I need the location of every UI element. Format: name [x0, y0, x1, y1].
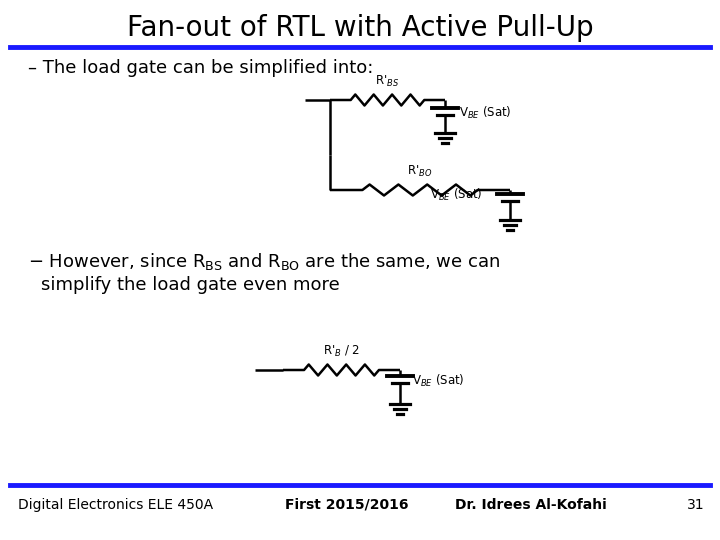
- Text: 31: 31: [688, 498, 705, 512]
- Text: V$_{BE}$ (Sat): V$_{BE}$ (Sat): [412, 373, 464, 389]
- Text: R'$_{BO}$: R'$_{BO}$: [408, 164, 433, 179]
- Text: $-$ However, since R$_{\mathregular{BS}}$ and R$_{\mathregular{BO}}$ are the sam: $-$ However, since R$_{\mathregular{BS}}…: [28, 252, 500, 273]
- Text: First 2015/2016: First 2015/2016: [285, 498, 408, 512]
- Text: Dr. Idrees Al-Kofahi: Dr. Idrees Al-Kofahi: [455, 498, 607, 512]
- Text: Fan-out of RTL with Active Pull-Up: Fan-out of RTL with Active Pull-Up: [127, 14, 593, 42]
- Text: Digital Electronics ELE 450A: Digital Electronics ELE 450A: [18, 498, 213, 512]
- Text: R'$_{BS}$: R'$_{BS}$: [375, 74, 400, 89]
- Text: R'$_B$ / 2: R'$_B$ / 2: [323, 344, 360, 359]
- Text: simplify the load gate even more: simplify the load gate even more: [41, 276, 340, 294]
- Text: V$_{BE}$ (Sat): V$_{BE}$ (Sat): [459, 105, 511, 121]
- Text: – The load gate can be simplified into:: – The load gate can be simplified into:: [28, 59, 374, 77]
- Text: V$_{BE}$ (Sat): V$_{BE}$ (Sat): [430, 187, 482, 203]
